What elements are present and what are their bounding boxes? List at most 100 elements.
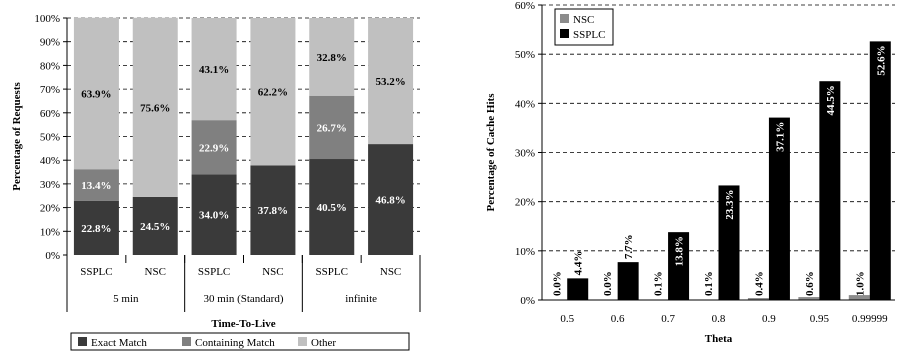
right-bar bbox=[768, 117, 790, 300]
right-y-tick-label: 20% bbox=[515, 197, 535, 209]
left-bar-label: 24.5% bbox=[140, 221, 170, 233]
left-y-axis-label: Percentage of Requests bbox=[11, 82, 23, 191]
right-bar-label: 52.6% bbox=[875, 45, 887, 75]
left-bar-label: 26.7% bbox=[317, 122, 347, 134]
right-x-tick-label: 0.95 bbox=[810, 313, 830, 325]
right-legend-swatch bbox=[560, 14, 569, 23]
left-legend-label: Exact Match bbox=[91, 337, 147, 349]
right-x-tick-label: 0.9 bbox=[762, 313, 776, 325]
right-bar-label: 0.1% bbox=[703, 271, 715, 296]
right-bar bbox=[869, 41, 891, 301]
left-bar-label: 62.2% bbox=[258, 87, 288, 99]
right-bar-label: 7.7% bbox=[623, 234, 635, 259]
right-y-axis-label: Percentage of Cache Hits bbox=[485, 93, 497, 212]
right-bar bbox=[819, 81, 841, 300]
left-x-tick-label: SSPLC bbox=[316, 266, 348, 278]
right-x-tick-label: 0.6 bbox=[611, 313, 625, 325]
right-bar-label: 44.5% bbox=[825, 85, 837, 115]
left-y-tick-label: 100% bbox=[34, 13, 60, 25]
left-legend: Exact Match Containing Match Other bbox=[70, 332, 410, 351]
left-legend-swatch bbox=[182, 337, 191, 346]
left-y-tick-label: 60% bbox=[40, 108, 60, 120]
left-y-tick-label: 0% bbox=[45, 250, 60, 262]
left-bar-segment bbox=[368, 144, 414, 255]
right-y-tick-label: 60% bbox=[515, 0, 535, 12]
right-bar bbox=[798, 297, 820, 300]
left-bar-label: 53.2% bbox=[375, 76, 405, 88]
right-legend: NSC SSPLC bbox=[554, 8, 614, 46]
left-x-tick-label: NSC bbox=[262, 266, 283, 278]
right-x-tick-label: 0.99999 bbox=[852, 313, 888, 325]
left-bar-segment bbox=[309, 95, 355, 160]
left-bar-segment bbox=[132, 17, 178, 197]
right-bar-label: 1.0% bbox=[854, 271, 866, 296]
left-x-tick-label: SSPLC bbox=[80, 266, 112, 278]
left-x-tick-label: SSPLC bbox=[198, 266, 230, 278]
left-y-tick-label: 50% bbox=[40, 132, 60, 144]
left-bar-segment bbox=[250, 165, 296, 255]
right-bar-label: 4.4% bbox=[573, 251, 585, 276]
right-bar bbox=[668, 232, 690, 300]
right-bar bbox=[718, 185, 740, 300]
left-legend-swatch bbox=[78, 337, 87, 346]
left-bar-label: 32.8% bbox=[317, 52, 347, 64]
right-legend-label: SSPLC bbox=[573, 29, 605, 41]
left-bar-label: 13.4% bbox=[81, 180, 111, 192]
right-bar-label: 0.1% bbox=[653, 271, 665, 296]
right-bar-label: 37.1% bbox=[774, 122, 786, 152]
left-bar-label: 34.0% bbox=[199, 210, 229, 222]
right-x-axis-label: Theta bbox=[705, 333, 733, 345]
right-bar-label: 0.6% bbox=[804, 271, 816, 296]
left-bar-segment bbox=[368, 18, 414, 145]
right-bar-label: 0.0% bbox=[552, 271, 564, 296]
right-bar bbox=[848, 295, 870, 300]
left-y-tick-label: 90% bbox=[40, 37, 60, 49]
right-y-tick-label: 0% bbox=[520, 295, 535, 307]
right-legend-label: NSC bbox=[573, 14, 594, 26]
right-y-tick-label: 50% bbox=[515, 49, 535, 61]
right-x-tick-label: 0.5 bbox=[560, 313, 574, 325]
right-bar bbox=[617, 262, 639, 300]
left-bar-segment bbox=[309, 18, 355, 96]
left-x-axis-label: Time-To-Live bbox=[211, 318, 275, 330]
right-legend-swatch bbox=[560, 29, 569, 38]
left-group-label: 30 min (Standard) bbox=[203, 293, 283, 305]
left-legend-swatch bbox=[298, 337, 307, 346]
left-bar-label: 63.9% bbox=[81, 88, 111, 100]
left-bar-segment bbox=[191, 120, 237, 175]
left-bar-label: 40.5% bbox=[317, 202, 347, 214]
left-y-tick-label: 70% bbox=[40, 84, 60, 96]
left-y-tick-label: 80% bbox=[40, 60, 60, 72]
left-bar-label: 22.8% bbox=[81, 223, 111, 235]
left-bar-segment bbox=[191, 174, 237, 255]
right-y-tick-label: 30% bbox=[515, 148, 535, 160]
left-y-tick-label: 20% bbox=[40, 203, 60, 215]
left-bar-segment bbox=[73, 200, 119, 255]
left-group-label: 5 min bbox=[113, 293, 139, 305]
left-bar-label: 75.6% bbox=[140, 102, 170, 114]
right-bar-label: 13.8% bbox=[674, 236, 686, 266]
left-bar-segment bbox=[73, 169, 119, 201]
right-bar bbox=[747, 298, 769, 300]
left-bar-segment bbox=[191, 18, 237, 121]
left-x-tick-label: NSC bbox=[145, 266, 166, 278]
right-bar-label: 23.3% bbox=[724, 189, 736, 219]
left-y-tick-label: 40% bbox=[40, 155, 60, 167]
left-bar-segment bbox=[73, 17, 119, 170]
right-x-tick-label: 0.8 bbox=[712, 313, 726, 325]
right-bar bbox=[567, 278, 589, 300]
left-bar-label: 46.8% bbox=[375, 195, 405, 207]
left-legend-box bbox=[70, 332, 410, 351]
left-y-tick-label: 30% bbox=[40, 179, 60, 191]
left-bar-segment bbox=[250, 18, 296, 166]
left-chart: 22.8% 13.4% 63.9% 24.5% 75.6% 34.0% 22.9% 43.1%… bbox=[11, 13, 421, 351]
left-legend-label: Containing Match bbox=[195, 337, 275, 349]
right-y-tick-label: 40% bbox=[515, 98, 535, 110]
left-legend-label: Other bbox=[311, 337, 336, 349]
right-x-tick-label: 0.7 bbox=[661, 313, 675, 325]
left-bar-segment bbox=[309, 159, 355, 255]
right-bar-label: 0.4% bbox=[753, 271, 765, 296]
right-bar-label: 0.0% bbox=[602, 271, 614, 296]
left-x-tick-label: NSC bbox=[380, 266, 401, 278]
